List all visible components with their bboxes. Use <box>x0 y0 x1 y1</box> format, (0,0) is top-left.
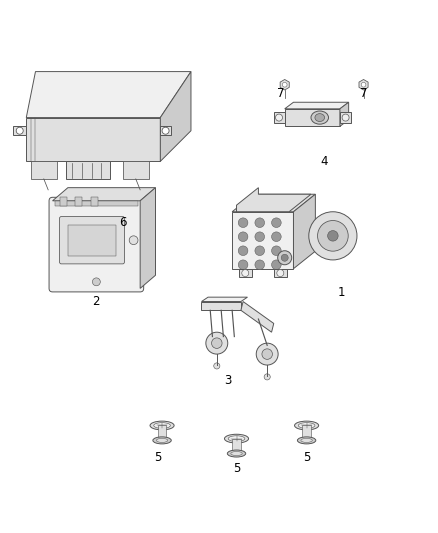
Circle shape <box>309 212 357 260</box>
Circle shape <box>206 332 228 354</box>
Polygon shape <box>91 197 98 206</box>
Polygon shape <box>274 269 287 278</box>
Polygon shape <box>293 194 315 269</box>
Ellipse shape <box>315 114 325 122</box>
Circle shape <box>255 218 265 228</box>
Circle shape <box>255 260 265 270</box>
Circle shape <box>361 83 366 87</box>
Polygon shape <box>75 197 82 206</box>
Circle shape <box>328 231 338 241</box>
Polygon shape <box>31 161 57 179</box>
Ellipse shape <box>311 111 328 124</box>
Circle shape <box>238 260 248 270</box>
Circle shape <box>162 127 169 134</box>
Circle shape <box>342 114 349 121</box>
Text: 5: 5 <box>303 450 310 464</box>
Text: 1: 1 <box>338 286 346 300</box>
Text: 3: 3 <box>224 374 231 387</box>
FancyBboxPatch shape <box>60 216 124 264</box>
Ellipse shape <box>297 437 316 444</box>
Polygon shape <box>237 188 311 212</box>
Text: 5: 5 <box>154 450 161 464</box>
Polygon shape <box>239 269 252 278</box>
Polygon shape <box>340 112 351 123</box>
Circle shape <box>92 278 100 286</box>
Text: 2: 2 <box>92 295 100 308</box>
Polygon shape <box>232 194 315 212</box>
Polygon shape <box>232 212 293 269</box>
Bar <box>232 439 241 453</box>
Circle shape <box>238 232 248 241</box>
Polygon shape <box>285 102 349 109</box>
Ellipse shape <box>154 423 170 429</box>
Circle shape <box>256 343 278 365</box>
Ellipse shape <box>153 437 171 444</box>
Polygon shape <box>66 161 110 179</box>
Polygon shape <box>26 118 160 161</box>
Ellipse shape <box>298 423 315 429</box>
Ellipse shape <box>228 436 245 441</box>
Circle shape <box>283 83 287 87</box>
Polygon shape <box>13 126 26 135</box>
Ellipse shape <box>156 439 168 442</box>
Bar <box>68 225 116 255</box>
Circle shape <box>129 236 138 245</box>
Circle shape <box>255 246 265 255</box>
Polygon shape <box>160 126 171 135</box>
Polygon shape <box>241 302 274 332</box>
Circle shape <box>318 221 348 251</box>
Circle shape <box>264 374 270 380</box>
Circle shape <box>212 338 222 349</box>
Ellipse shape <box>231 451 242 456</box>
Circle shape <box>255 232 265 241</box>
Polygon shape <box>285 109 340 126</box>
Polygon shape <box>26 71 191 118</box>
Polygon shape <box>359 79 368 90</box>
Polygon shape <box>55 201 138 206</box>
Circle shape <box>272 218 281 228</box>
Ellipse shape <box>301 439 312 442</box>
Ellipse shape <box>227 450 246 457</box>
Circle shape <box>242 270 249 277</box>
Ellipse shape <box>294 421 318 430</box>
Circle shape <box>238 218 248 228</box>
Text: 7: 7 <box>276 87 284 100</box>
Text: 6: 6 <box>119 216 127 229</box>
Ellipse shape <box>150 421 174 430</box>
Polygon shape <box>280 79 289 90</box>
FancyBboxPatch shape <box>49 197 144 292</box>
Circle shape <box>276 114 283 121</box>
Circle shape <box>214 363 220 369</box>
Text: 4: 4 <box>320 155 328 168</box>
Circle shape <box>238 246 248 255</box>
Polygon shape <box>274 112 285 123</box>
Circle shape <box>272 246 281 255</box>
Circle shape <box>272 260 281 270</box>
Polygon shape <box>123 161 149 179</box>
Circle shape <box>262 349 272 359</box>
Circle shape <box>272 232 281 241</box>
Circle shape <box>277 270 284 277</box>
Text: 7: 7 <box>360 87 367 100</box>
Polygon shape <box>53 188 155 201</box>
Polygon shape <box>60 197 67 206</box>
Polygon shape <box>340 102 349 126</box>
Polygon shape <box>201 302 241 310</box>
Ellipse shape <box>225 434 249 443</box>
Text: 5: 5 <box>233 462 240 475</box>
Bar <box>158 425 166 440</box>
Polygon shape <box>201 297 247 302</box>
Circle shape <box>281 254 288 261</box>
Polygon shape <box>160 71 191 161</box>
Circle shape <box>278 251 292 265</box>
Circle shape <box>16 127 23 134</box>
Polygon shape <box>140 188 155 288</box>
Bar <box>302 425 311 440</box>
